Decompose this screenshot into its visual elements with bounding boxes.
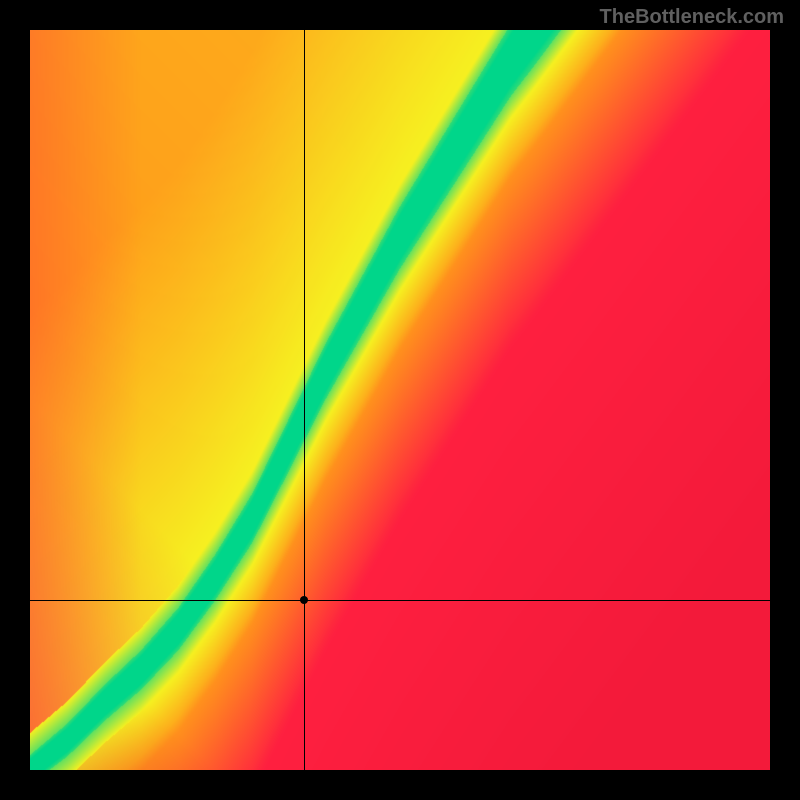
crosshair-horizontal	[30, 600, 770, 601]
plot-area	[30, 30, 770, 770]
chart-container: TheBottleneck.com	[0, 0, 800, 800]
watermark-label: TheBottleneck.com	[600, 6, 784, 29]
crosshair-vertical	[304, 30, 305, 770]
heatmap-canvas	[30, 30, 770, 770]
selection-marker	[300, 596, 308, 604]
